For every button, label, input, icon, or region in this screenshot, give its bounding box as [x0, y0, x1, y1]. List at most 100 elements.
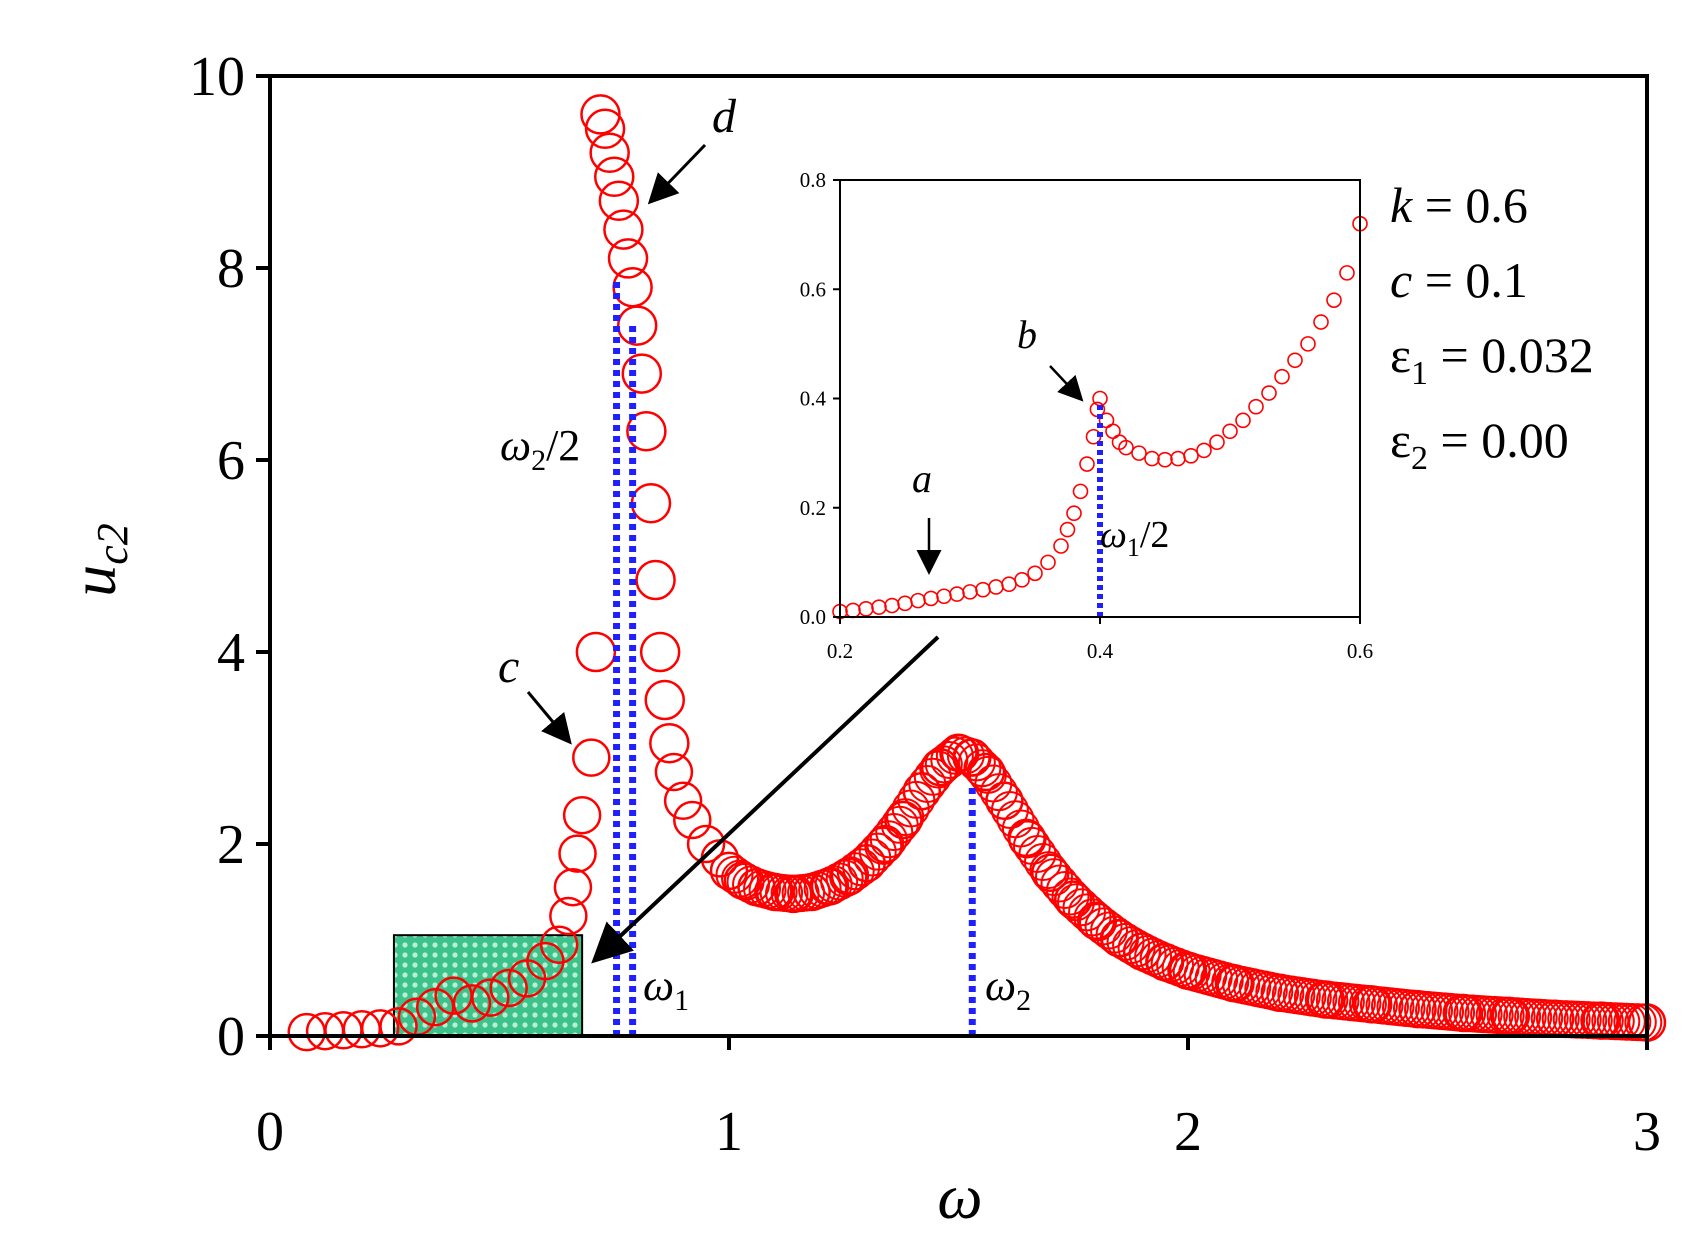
data-point [1128, 935, 1167, 974]
parameter-symbol: k [1390, 177, 1413, 233]
parameter-line: ε1 = 0.032 [1390, 327, 1594, 392]
parameter-subscript: 2 [1411, 440, 1428, 477]
data-point [644, 679, 685, 721]
inset-data-point [1300, 336, 1316, 352]
main-ticks: 0 1 2 3 0 2 4 6 8 10 [189, 46, 1661, 1163]
inset-data-point [1144, 450, 1160, 467]
parameter-line: k = 0.6 [1390, 177, 1528, 233]
annotation-omega1-half: ω1/2 [1100, 514, 1169, 562]
inset-data-point [1183, 448, 1199, 464]
data-point [575, 631, 617, 673]
x-tick-label: 1 [715, 1101, 743, 1163]
inset-data-point [1339, 265, 1355, 281]
parameter-symbol: ε [1390, 327, 1411, 383]
data-point [1051, 877, 1090, 916]
y-tick-label: 4 [217, 622, 245, 684]
x-tick-label: 0 [256, 1101, 284, 1163]
inset-data-point [1326, 292, 1342, 308]
arrow-c [526, 691, 572, 745]
data-point [700, 839, 740, 878]
data-point [630, 482, 672, 524]
inset-series [832, 215, 1368, 620]
data-point [471, 978, 510, 1017]
y-tick-label: 0 [217, 1006, 245, 1068]
svg-text:uc2: uc2 [58, 523, 137, 597]
data-point [884, 800, 923, 840]
parameter-value: = 0.032 [1428, 327, 1594, 383]
data-point [572, 738, 611, 777]
parameter-symbol: ε [1390, 412, 1411, 468]
data-point [1117, 929, 1156, 968]
inset-data-point [1222, 423, 1238, 440]
data-point [603, 209, 644, 250]
highlight-box [392, 934, 584, 1038]
y-tick-label: 10 [189, 46, 245, 108]
inset-data-point [1066, 505, 1082, 522]
y-tick-label: 6 [217, 430, 245, 492]
main-series [287, 94, 1667, 1052]
inset-data-point [1313, 314, 1329, 330]
data-point [580, 94, 621, 135]
y-axis-label-sub: c2 [88, 523, 137, 565]
data-point [489, 968, 528, 1008]
data-point [869, 820, 908, 859]
inset-data-point [1131, 445, 1147, 461]
data-point [1057, 883, 1096, 922]
inset-data-point [1287, 352, 1303, 369]
inset-data-point [1118, 439, 1134, 456]
main-plot-frame [268, 74, 1649, 1038]
x-axis-label: ω [937, 1161, 982, 1232]
data-point [607, 238, 649, 279]
inset-x-tick-label: 0.4 [1087, 639, 1114, 663]
parameter-value: = 0.00 [1428, 412, 1569, 468]
data-point [1134, 937, 1173, 976]
parameter-value: = 0.6 [1412, 177, 1528, 233]
data-point [1624, 1003, 1663, 1042]
data-point [360, 1009, 400, 1048]
inset-y-tick-label: 0.6 [800, 277, 826, 301]
inset-data-point [1053, 538, 1069, 554]
data-point [858, 832, 897, 871]
data-point [562, 795, 602, 835]
data-point [1062, 888, 1101, 927]
y-axis-label-main: u [58, 565, 129, 597]
parameter-symbol: c [1390, 252, 1412, 308]
main-vlines [613, 277, 976, 1036]
data-point [957, 743, 996, 782]
y-tick-label: 2 [217, 814, 245, 876]
data-point [902, 772, 941, 811]
data-point [649, 722, 690, 764]
inset-x-tick-label: 0.6 [1347, 639, 1373, 663]
data-point [1029, 851, 1068, 890]
data-point [558, 834, 597, 873]
inset-data-point [1072, 483, 1089, 500]
data-point [654, 752, 694, 792]
data-point [1123, 932, 1162, 971]
inset-y-tick-label: 0.8 [800, 168, 826, 192]
inset-data-point [1274, 368, 1290, 385]
parameter-value: = 0.1 [1412, 252, 1528, 308]
data-point [864, 826, 903, 865]
x-tick-label: 2 [1174, 1101, 1202, 1163]
parameter-line: ε2 = 0.00 [1390, 412, 1569, 477]
inset-data-point [1027, 565, 1043, 582]
data-point [913, 757, 952, 796]
inset-data-point [1079, 456, 1095, 472]
data-point [966, 752, 1006, 792]
inset-y-tick-label: 0.4 [800, 387, 827, 411]
inset-data-point [1248, 398, 1264, 415]
data-point [673, 800, 712, 840]
data-point [1034, 858, 1073, 897]
annotation-c: c [498, 640, 519, 693]
inset-data-point [1040, 554, 1056, 571]
annotation-b: b [1017, 312, 1037, 357]
inset-data-point [1059, 521, 1076, 538]
data-point [935, 736, 974, 775]
data-point [621, 353, 663, 394]
parameter-subscript: 1 [1411, 355, 1428, 392]
annotation-d: d [712, 90, 737, 143]
annotation-omega2: ω2 [985, 961, 1031, 1017]
data-point [990, 791, 1029, 830]
